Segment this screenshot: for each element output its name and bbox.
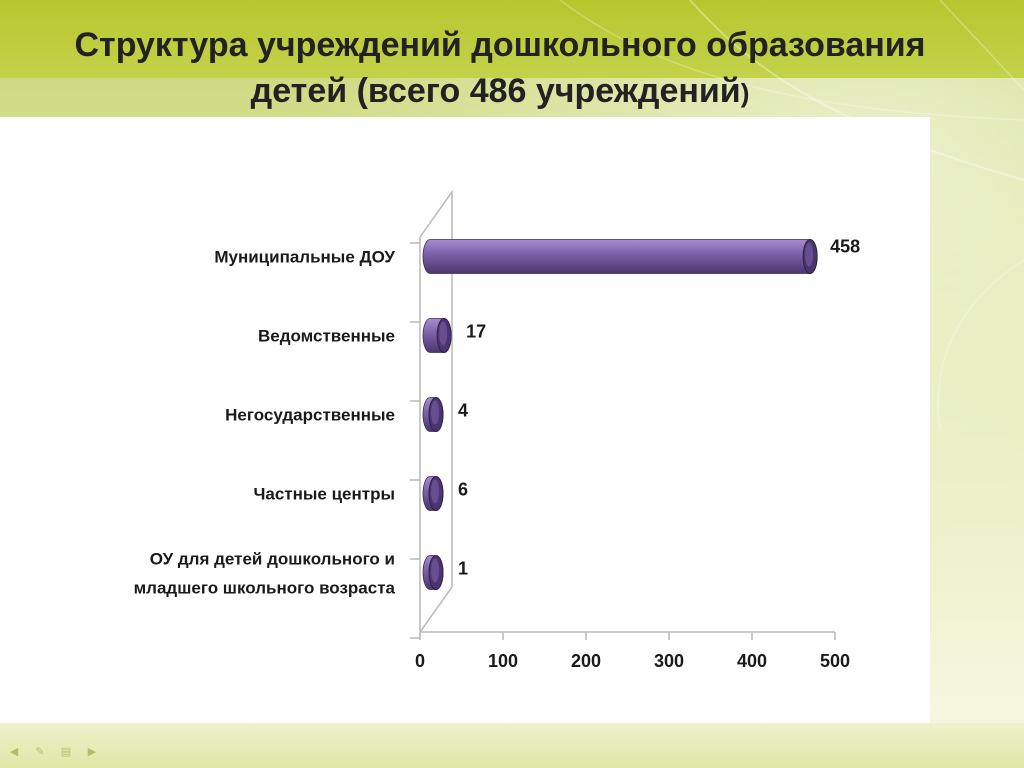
x-tick-label: 0 bbox=[415, 651, 425, 671]
pen-icon[interactable]: ✎ bbox=[35, 745, 45, 758]
bar-end-cap-highlight bbox=[431, 558, 439, 583]
data-label: 6 bbox=[458, 480, 468, 500]
data-label: 1 bbox=[458, 559, 468, 579]
bar-end-cap-highlight bbox=[805, 242, 814, 267]
slide-title-line1: Структура учреждений дошкольного образов… bbox=[74, 26, 926, 64]
category-label: Частные центры bbox=[253, 485, 395, 504]
bar-chart: 0 100 200 300 400 500 458 17 4 6 1 Муниципальные ДО… bbox=[134, 189, 860, 671]
slide-title-line2: детей (всего 486 учреждений) bbox=[20, 68, 980, 116]
data-label: 458 bbox=[830, 237, 860, 257]
slide-title: Структура учреждений дошкольного образов… bbox=[20, 22, 980, 116]
footer-band bbox=[0, 723, 1024, 768]
x-tick-label: 200 bbox=[571, 651, 601, 671]
title-band bbox=[0, 0, 1024, 78]
slide-title-line2-paren: ) bbox=[740, 78, 750, 108]
next-icon[interactable]: ▶ bbox=[87, 745, 97, 758]
slide-title-line2-main: детей (всего 486 учреждений bbox=[250, 72, 741, 110]
x-tick-label: 500 bbox=[820, 651, 850, 671]
category-label: ОУ для детей дошкольного и младшего школь… bbox=[134, 550, 396, 598]
data-label: 4 bbox=[458, 401, 468, 421]
x-tick-label: 300 bbox=[654, 651, 684, 671]
slide-navigation: ◀ ✎ ▤ ▶ bbox=[6, 744, 100, 758]
chart-back-wall bbox=[419, 189, 453, 635]
previous-icon[interactable]: ◀ bbox=[9, 745, 19, 758]
category-label: Негосударственные bbox=[225, 406, 395, 425]
slides-menu-icon[interactable]: ▤ bbox=[60, 745, 72, 758]
chart-area: 0 100 200 300 400 500 458 17 4 6 1 Муниципальные ДО… bbox=[0, 117, 930, 723]
bar bbox=[422, 239, 818, 274]
x-tick-label: 400 bbox=[737, 651, 767, 671]
x-tick-label: 100 bbox=[488, 651, 518, 671]
bar-end-cap-highlight bbox=[439, 321, 448, 346]
bar-end-cap-highlight bbox=[431, 479, 439, 504]
bar-end-cap-highlight bbox=[431, 400, 439, 425]
category-label: Ведомственные bbox=[258, 327, 395, 346]
category-label: Муниципальные ДОУ bbox=[214, 248, 395, 267]
data-label: 17 bbox=[466, 322, 486, 342]
